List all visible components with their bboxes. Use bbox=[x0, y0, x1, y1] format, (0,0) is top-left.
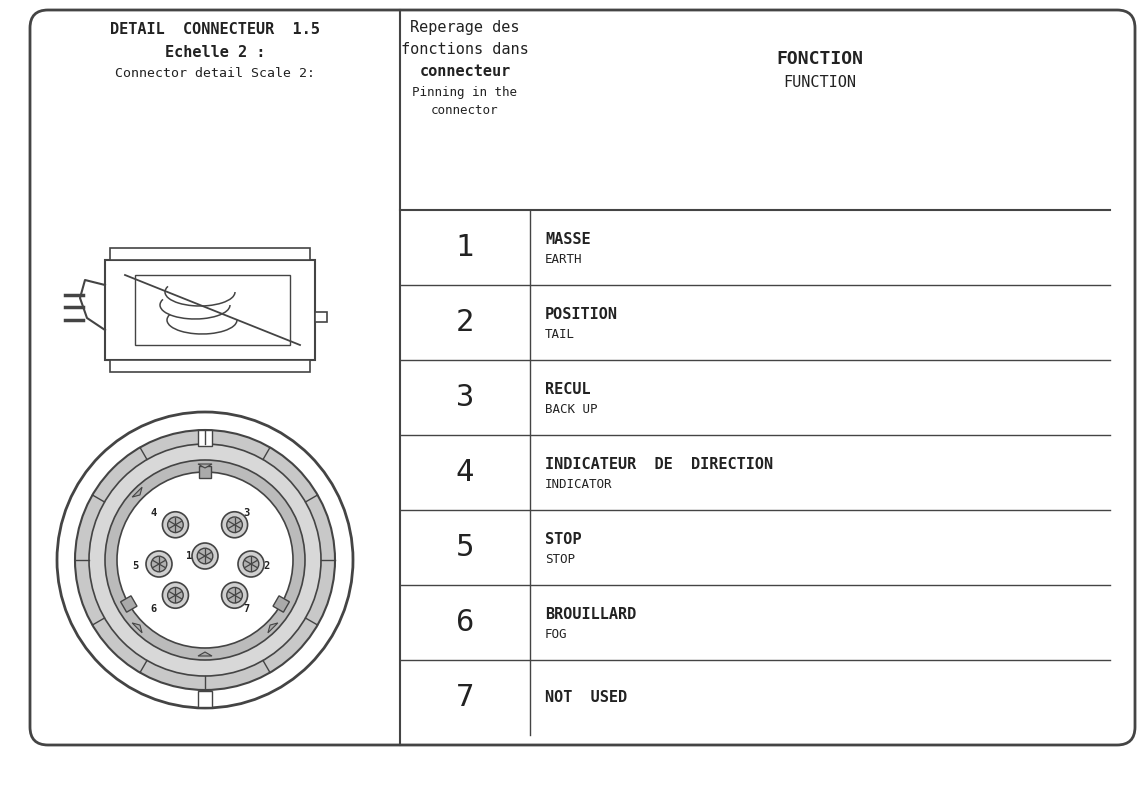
Polygon shape bbox=[200, 466, 211, 478]
Text: 5: 5 bbox=[456, 533, 474, 562]
Text: RECUL: RECUL bbox=[545, 382, 591, 397]
Circle shape bbox=[162, 512, 188, 538]
Polygon shape bbox=[268, 623, 278, 633]
Text: 3: 3 bbox=[244, 508, 250, 518]
Text: 7: 7 bbox=[244, 604, 250, 614]
Text: NOT  USED: NOT USED bbox=[545, 690, 627, 705]
Polygon shape bbox=[198, 464, 212, 468]
Text: 6: 6 bbox=[150, 604, 156, 614]
Text: connecteur: connecteur bbox=[420, 64, 511, 79]
Circle shape bbox=[168, 517, 184, 533]
Text: 2: 2 bbox=[456, 308, 474, 337]
Text: TAIL: TAIL bbox=[545, 328, 575, 341]
Text: Pinning in the: Pinning in the bbox=[413, 86, 518, 99]
Text: EARTH: EARTH bbox=[545, 253, 583, 266]
Circle shape bbox=[221, 582, 247, 608]
Text: STOP: STOP bbox=[545, 532, 581, 547]
Text: FUNCTION: FUNCTION bbox=[783, 75, 856, 90]
Bar bbox=[315, 312, 327, 322]
Text: 7: 7 bbox=[456, 683, 474, 712]
Text: Echelle 2 :: Echelle 2 : bbox=[165, 45, 266, 60]
Text: MASSE: MASSE bbox=[545, 232, 591, 247]
Circle shape bbox=[221, 512, 247, 538]
Circle shape bbox=[105, 460, 306, 660]
Polygon shape bbox=[272, 596, 290, 612]
Bar bbox=[198, 691, 212, 707]
Circle shape bbox=[75, 430, 335, 690]
Text: FONCTION: FONCTION bbox=[776, 50, 863, 68]
Circle shape bbox=[197, 548, 213, 564]
Text: STOP: STOP bbox=[545, 553, 575, 566]
Text: Reperage des: Reperage des bbox=[410, 20, 520, 35]
Text: BROUILLARD: BROUILLARD bbox=[545, 607, 636, 622]
Text: INDICATOR: INDICATOR bbox=[545, 478, 612, 491]
Text: FOG: FOG bbox=[545, 628, 568, 641]
Text: 6: 6 bbox=[456, 608, 474, 637]
Bar bbox=[135, 275, 290, 345]
Polygon shape bbox=[132, 487, 142, 497]
Polygon shape bbox=[121, 596, 137, 612]
Text: 3: 3 bbox=[456, 383, 474, 412]
Bar bbox=[105, 260, 315, 360]
Circle shape bbox=[162, 582, 188, 608]
Text: fonctions dans: fonctions dans bbox=[401, 42, 529, 57]
FancyBboxPatch shape bbox=[30, 10, 1135, 745]
Text: Connector detail Scale 2:: Connector detail Scale 2: bbox=[115, 67, 315, 80]
Text: BACK UP: BACK UP bbox=[545, 403, 597, 416]
Text: 2: 2 bbox=[263, 561, 270, 571]
Text: 1: 1 bbox=[186, 551, 193, 561]
Circle shape bbox=[57, 412, 353, 708]
Text: POSITION: POSITION bbox=[545, 307, 618, 322]
Text: DETAIL  CONNECTEUR  1.5: DETAIL CONNECTEUR 1.5 bbox=[111, 22, 320, 37]
Circle shape bbox=[238, 551, 264, 577]
Circle shape bbox=[227, 587, 243, 603]
Circle shape bbox=[146, 551, 172, 577]
Text: 4: 4 bbox=[456, 458, 474, 487]
Text: connector: connector bbox=[431, 104, 499, 117]
Circle shape bbox=[243, 556, 259, 572]
Circle shape bbox=[192, 543, 218, 569]
Circle shape bbox=[117, 472, 293, 648]
Circle shape bbox=[168, 587, 184, 603]
Polygon shape bbox=[132, 623, 142, 633]
Bar bbox=[198, 430, 212, 446]
Circle shape bbox=[152, 556, 166, 572]
Text: 4: 4 bbox=[150, 508, 156, 518]
Text: 1: 1 bbox=[456, 233, 474, 262]
Circle shape bbox=[227, 517, 243, 533]
Text: INDICATEUR  DE  DIRECTION: INDICATEUR DE DIRECTION bbox=[545, 457, 773, 472]
Circle shape bbox=[89, 444, 321, 676]
Polygon shape bbox=[198, 652, 212, 656]
Bar bbox=[109, 360, 310, 372]
Bar bbox=[109, 248, 310, 260]
Text: 5: 5 bbox=[132, 561, 138, 571]
